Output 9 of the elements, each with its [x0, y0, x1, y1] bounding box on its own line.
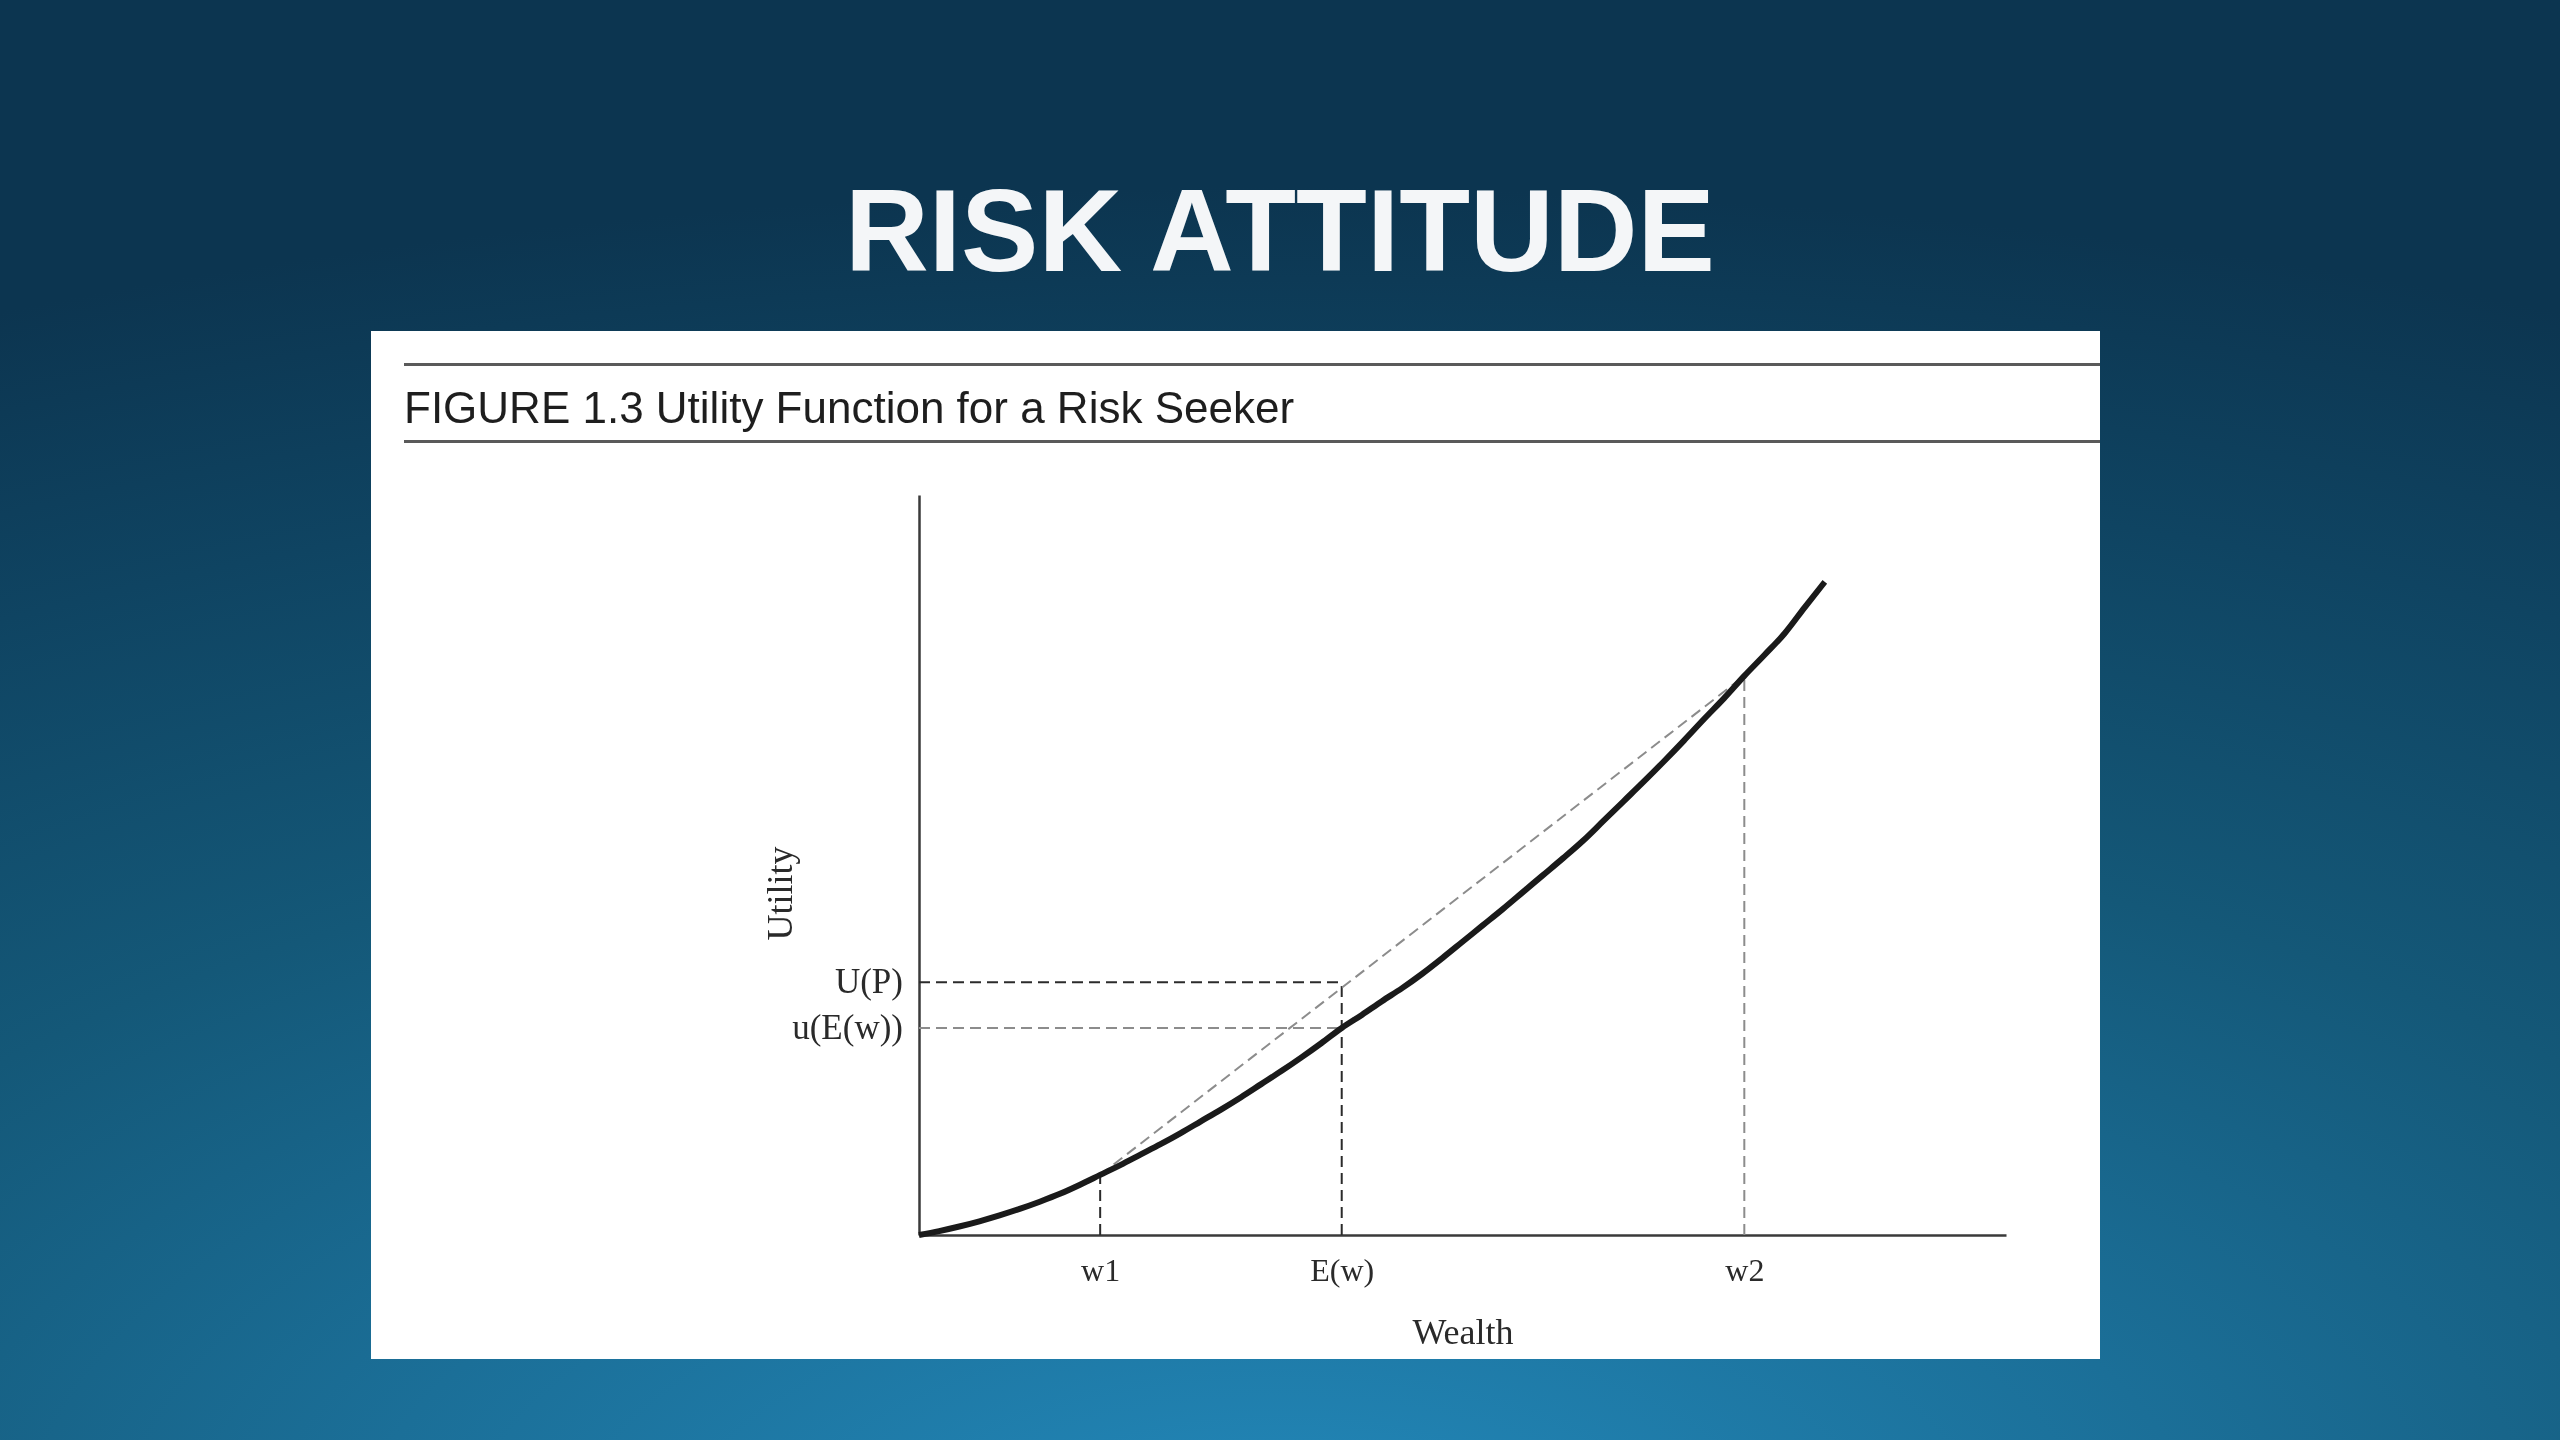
x-tick-label: w2: [1725, 1251, 1765, 1288]
x-tick-label: w1: [1081, 1251, 1121, 1288]
chart-subtitle: FIGURE 1.3 Utility Function for a Risk Seeker: [404, 383, 1295, 432]
series-label: u(E(w)): [792, 1007, 903, 1047]
x-tick-label: E(w): [1310, 1251, 1375, 1288]
y-axis-title: Utility: [759, 846, 800, 941]
x-axis-title: Wealth: [1412, 1311, 1514, 1352]
series-label: U(P): [834, 962, 903, 1002]
chart-title: RISK ATTITUDE: [845, 166, 1715, 296]
